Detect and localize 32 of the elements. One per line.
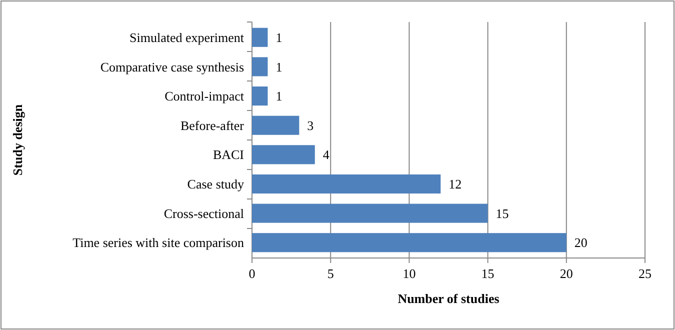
data-label: 15 <box>496 206 509 221</box>
x-tick-label: 25 <box>638 266 652 281</box>
data-label: 4 <box>322 147 330 162</box>
data-label: 1 <box>276 88 282 104</box>
x-tick-label: 15 <box>481 266 494 281</box>
bar <box>252 28 268 47</box>
bar <box>252 233 566 252</box>
x-tick-label: 5 <box>327 266 334 281</box>
bar <box>252 116 300 135</box>
y-tick-label: Comparative case synthesis <box>100 59 244 74</box>
y-tick-label: Before-after <box>180 118 245 133</box>
bar <box>252 145 315 164</box>
y-axis-title: Study design <box>10 104 25 176</box>
bar <box>252 174 441 194</box>
x-tick-label: 10 <box>402 266 416 281</box>
bar <box>252 57 268 76</box>
data-label: 3 <box>307 118 314 133</box>
data-label: 1 <box>276 59 282 74</box>
data-label: 12 <box>448 176 462 192</box>
bar <box>252 204 488 223</box>
y-tick-label: Case study <box>187 176 244 192</box>
data-label: 20 <box>574 235 588 250</box>
y-tick-label: BACI <box>212 147 244 162</box>
data-label: 1 <box>276 30 282 45</box>
y-tick-label: Cross-sectional <box>164 206 244 221</box>
y-tick-label: Control-impact <box>164 88 244 104</box>
x-tick-label: 0 <box>248 266 256 281</box>
x-tick-label: 20 <box>560 266 573 281</box>
x-axis-title: Number of studies <box>398 291 500 306</box>
bar <box>252 86 268 106</box>
y-tick-label: Time series with site comparison <box>72 235 244 250</box>
y-tick-label: Simulated experiment <box>130 30 244 45</box>
